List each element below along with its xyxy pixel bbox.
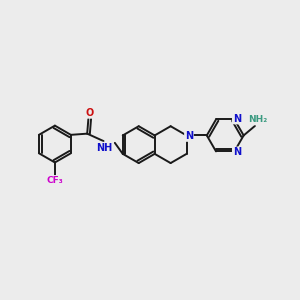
Text: N: N: [233, 147, 241, 157]
Text: NH₂: NH₂: [248, 116, 268, 124]
Text: N: N: [185, 131, 193, 141]
Text: NH: NH: [97, 142, 113, 153]
Text: O: O: [86, 108, 94, 118]
Text: N: N: [233, 114, 241, 124]
Text: CF₃: CF₃: [46, 176, 63, 185]
